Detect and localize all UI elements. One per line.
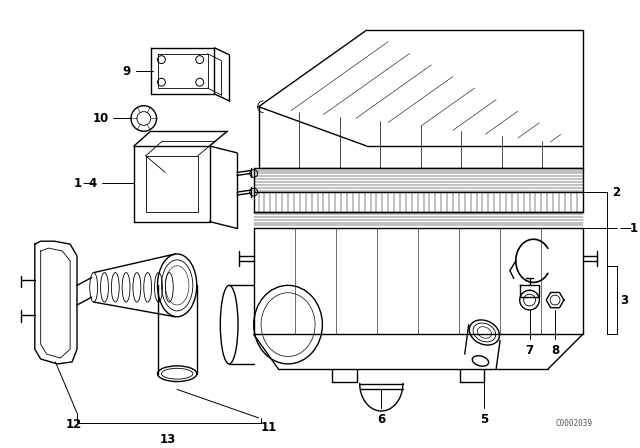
Text: 8: 8 <box>551 344 559 357</box>
Text: 2: 2 <box>612 185 620 198</box>
Text: 7: 7 <box>525 344 534 357</box>
Text: —: — <box>620 222 632 235</box>
Text: 6: 6 <box>377 413 385 426</box>
Text: 10: 10 <box>93 112 109 125</box>
Text: 13: 13 <box>160 433 177 446</box>
Text: 12: 12 <box>66 418 82 431</box>
Text: 11: 11 <box>260 421 277 434</box>
Text: 1: 1 <box>74 177 82 190</box>
Text: 9: 9 <box>123 65 131 78</box>
Text: 5: 5 <box>480 413 488 426</box>
Text: —: — <box>83 177 95 190</box>
Text: C0002039: C0002039 <box>556 419 593 428</box>
Text: 3: 3 <box>620 293 628 306</box>
Text: 4: 4 <box>88 177 97 190</box>
Text: 1: 1 <box>630 222 638 235</box>
